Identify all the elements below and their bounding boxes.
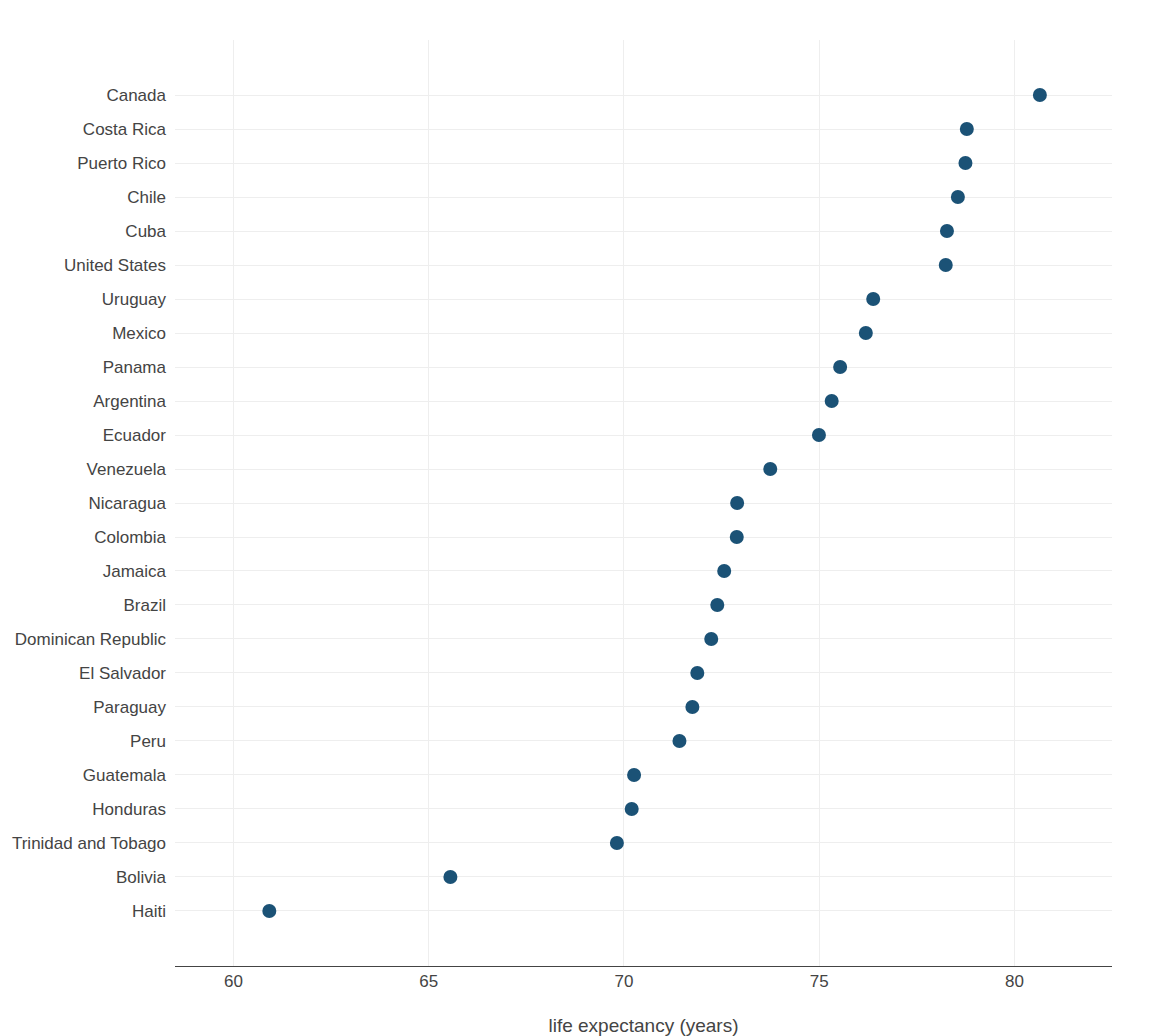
- svg-text:70: 70: [615, 972, 634, 991]
- svg-text:Paraguay: Paraguay: [93, 698, 166, 717]
- svg-text:El Salvador: El Salvador: [79, 664, 166, 683]
- svg-text:Costa Rica: Costa Rica: [83, 120, 167, 139]
- svg-text:65: 65: [419, 972, 438, 991]
- svg-text:Bolivia: Bolivia: [116, 868, 167, 887]
- svg-text:Chile: Chile: [127, 188, 166, 207]
- svg-text:Argentina: Argentina: [93, 392, 166, 411]
- svg-text:Ecuador: Ecuador: [103, 426, 167, 445]
- svg-text:75: 75: [810, 972, 829, 991]
- svg-text:Cuba: Cuba: [125, 222, 166, 241]
- svg-text:60: 60: [224, 972, 243, 991]
- svg-text:Dominican Republic: Dominican Republic: [15, 630, 167, 649]
- svg-text:Canada: Canada: [106, 86, 166, 105]
- svg-text:Nicaragua: Nicaragua: [89, 494, 167, 513]
- svg-text:Haiti: Haiti: [132, 902, 166, 921]
- svg-text:Brazil: Brazil: [123, 596, 166, 615]
- svg-text:Guatemala: Guatemala: [83, 766, 167, 785]
- svg-text:United States: United States: [64, 256, 166, 275]
- svg-text:Venezuela: Venezuela: [87, 460, 167, 479]
- svg-text:Puerto Rico: Puerto Rico: [77, 154, 166, 173]
- svg-text:Colombia: Colombia: [94, 528, 166, 547]
- svg-text:life expectancy (years): life expectancy (years): [548, 1015, 738, 1036]
- svg-text:80: 80: [1005, 972, 1024, 991]
- svg-text:Honduras: Honduras: [92, 800, 166, 819]
- svg-text:Uruguay: Uruguay: [102, 290, 167, 309]
- svg-text:Peru: Peru: [130, 732, 166, 751]
- svg-text:Jamaica: Jamaica: [103, 562, 167, 581]
- svg-text:Panama: Panama: [103, 358, 167, 377]
- svg-text:Mexico: Mexico: [112, 324, 166, 343]
- svg-text:Trinidad and Tobago: Trinidad and Tobago: [12, 834, 166, 853]
